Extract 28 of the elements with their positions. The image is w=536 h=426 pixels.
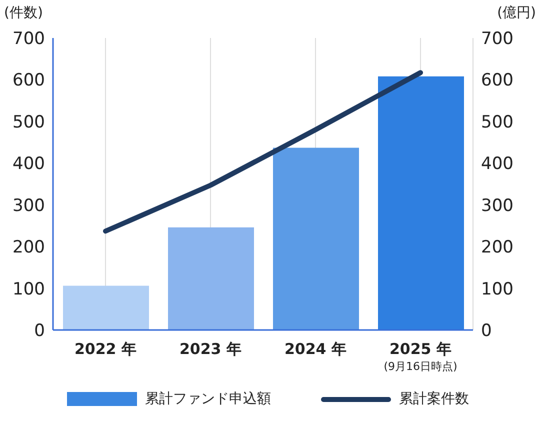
x-tick-label: 2023 年 — [180, 340, 242, 358]
bar — [273, 148, 359, 330]
y2-tick-label: 100 — [481, 279, 514, 300]
y2-tick-label: 300 — [481, 196, 514, 216]
y2-tick-label: 0 — [481, 321, 492, 342]
legend-label: 累計ファンド申込額 — [145, 390, 271, 408]
y-tick-label: 0 — [34, 321, 45, 342]
y-tick-label: 100 — [12, 279, 45, 300]
bar — [168, 227, 254, 330]
y2-tick-label: 600 — [481, 70, 514, 91]
y-tick-label: 300 — [12, 196, 45, 216]
bar — [63, 286, 149, 330]
y-axis-title: (件数) — [4, 4, 43, 22]
y-tick-label: 500 — [12, 112, 45, 132]
x-tick-label: 2024 年 — [284, 340, 346, 358]
x-tick-label: 2022 年 — [74, 340, 136, 358]
y2-axis-title: (億円) — [497, 4, 536, 22]
y-tick-label: 600 — [12, 70, 45, 91]
y2-tick-label: 700 — [481, 29, 514, 50]
legend-label: 累計案件数 — [399, 390, 469, 408]
bar — [378, 76, 464, 330]
y-tick-label: 400 — [12, 154, 45, 174]
y-tick-label: 200 — [12, 238, 45, 258]
y2-tick-label: 400 — [481, 154, 514, 174]
x-tick-label: 2025 年 (9月16日時点) — [384, 340, 458, 373]
y2-tick-label: 500 — [481, 112, 514, 132]
y2-tick-label: 200 — [481, 238, 514, 258]
y-tick-label: 700 — [12, 29, 45, 50]
